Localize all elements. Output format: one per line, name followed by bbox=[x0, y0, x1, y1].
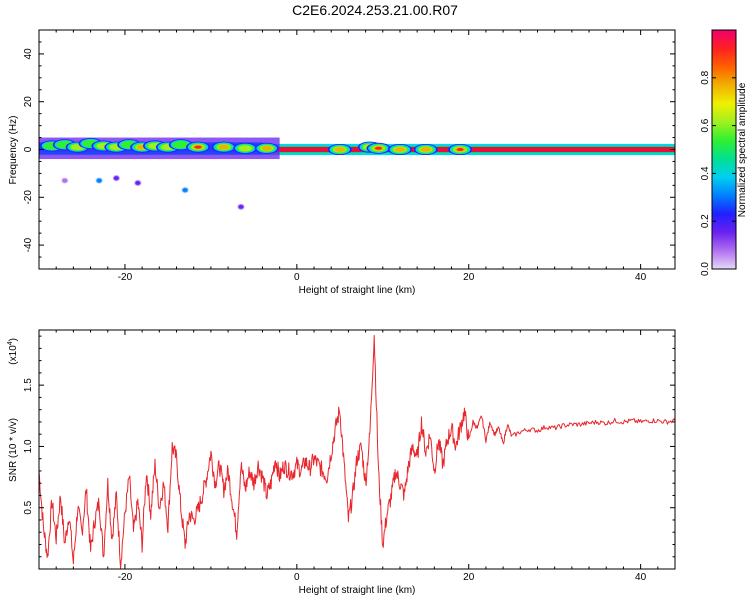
x-tick-label: 20 bbox=[463, 572, 475, 583]
heat-speck bbox=[182, 187, 189, 193]
heat-speck bbox=[61, 178, 68, 184]
x-tick-label: 0 bbox=[294, 272, 300, 283]
heat-blob bbox=[413, 144, 438, 155]
x-tick-label: 20 bbox=[463, 272, 475, 283]
y-tick-label: 0.5 bbox=[23, 500, 34, 514]
heat-blob bbox=[254, 142, 279, 154]
heat-speck bbox=[113, 175, 120, 181]
y-tick-label: 1.0 bbox=[23, 439, 34, 453]
snr-x-ticks: -20 0 20 40 bbox=[38, 330, 676, 583]
y-tick-label: 20 bbox=[23, 96, 34, 108]
colorbar-tick-label: 0.0 bbox=[700, 262, 711, 276]
snr-exponent-label: (x104) bbox=[7, 338, 19, 365]
snr-exponent-close: ) bbox=[8, 338, 19, 341]
spectrogram-y-ticks: -40 -20 0 20 40 bbox=[23, 29, 675, 270]
heat-speck bbox=[96, 178, 103, 184]
x-tick-label: 40 bbox=[635, 572, 647, 583]
x-tick-label: 0 bbox=[294, 572, 300, 583]
x-tick-label: 40 bbox=[635, 272, 647, 283]
heat-blob bbox=[186, 141, 210, 153]
snr-frame bbox=[38, 329, 676, 570]
spectrogram-panel: -20 0 20 40 -40 -20 0 20 40 Height of straight … bbox=[8, 29, 676, 296]
snr-x-label: Height of straight line (km) bbox=[299, 585, 416, 596]
page-title: C2E6.2024.253.21.00.R07 bbox=[292, 2, 458, 18]
heat-blob bbox=[211, 141, 236, 153]
snr-panel: -20 0 20 40 0.5 1.0 1.5 Height of straight li… bbox=[7, 329, 676, 596]
spectrogram-x-ticks: -20 0 20 40 bbox=[38, 30, 676, 283]
colorbar-label: Normalized spectral amplitude bbox=[737, 82, 748, 217]
heat-blob bbox=[387, 144, 412, 155]
spectrogram-content bbox=[39, 137, 675, 210]
heat-blob bbox=[366, 142, 391, 154]
y-tick-label: -40 bbox=[23, 237, 34, 252]
colorbar-ticks: 0.0 0.2 0.4 0.6 0.8 bbox=[700, 70, 736, 276]
spectrogram-x-label: Height of straight line (km) bbox=[299, 285, 416, 296]
x-tick-label: -20 bbox=[118, 572, 133, 583]
y-tick-label: 1.5 bbox=[23, 378, 34, 392]
heat-blob bbox=[168, 139, 193, 151]
snr-exponent-base: (x10 bbox=[8, 345, 19, 365]
colorbar: 0.0 0.2 0.4 0.6 0.8 Normalized spectral ampl… bbox=[700, 29, 748, 276]
snr-series-line bbox=[39, 334, 675, 569]
y-tick-label: -20 bbox=[23, 190, 34, 205]
heat-blob bbox=[448, 144, 473, 155]
colorbar-gradient bbox=[712, 30, 736, 269]
y-tick-label: 0 bbox=[23, 146, 34, 152]
band-core bbox=[39, 146, 675, 153]
spectrogram-y-label: Frequency (Hz) bbox=[8, 116, 19, 185]
heat-speck bbox=[134, 180, 141, 186]
snr-y-label: SNR (10 * v/v) bbox=[8, 418, 19, 482]
snr-exponent-power: 4 bbox=[7, 341, 14, 345]
heat-blob bbox=[233, 142, 258, 154]
y-tick-label: 40 bbox=[23, 48, 34, 60]
x-tick-label: -20 bbox=[118, 272, 133, 283]
colorbar-tick-label: 0.6 bbox=[700, 118, 711, 132]
colorbar-tick-label: 0.2 bbox=[700, 214, 711, 228]
heat-blob bbox=[327, 144, 352, 155]
colorbar-tick-label: 0.8 bbox=[700, 70, 711, 84]
colorbar-frame bbox=[711, 29, 737, 270]
colorbar-tick-label: 0.4 bbox=[700, 166, 711, 180]
snr-y-ticks: 0.5 1.0 1.5 bbox=[23, 335, 675, 558]
heat-speck bbox=[237, 204, 244, 210]
